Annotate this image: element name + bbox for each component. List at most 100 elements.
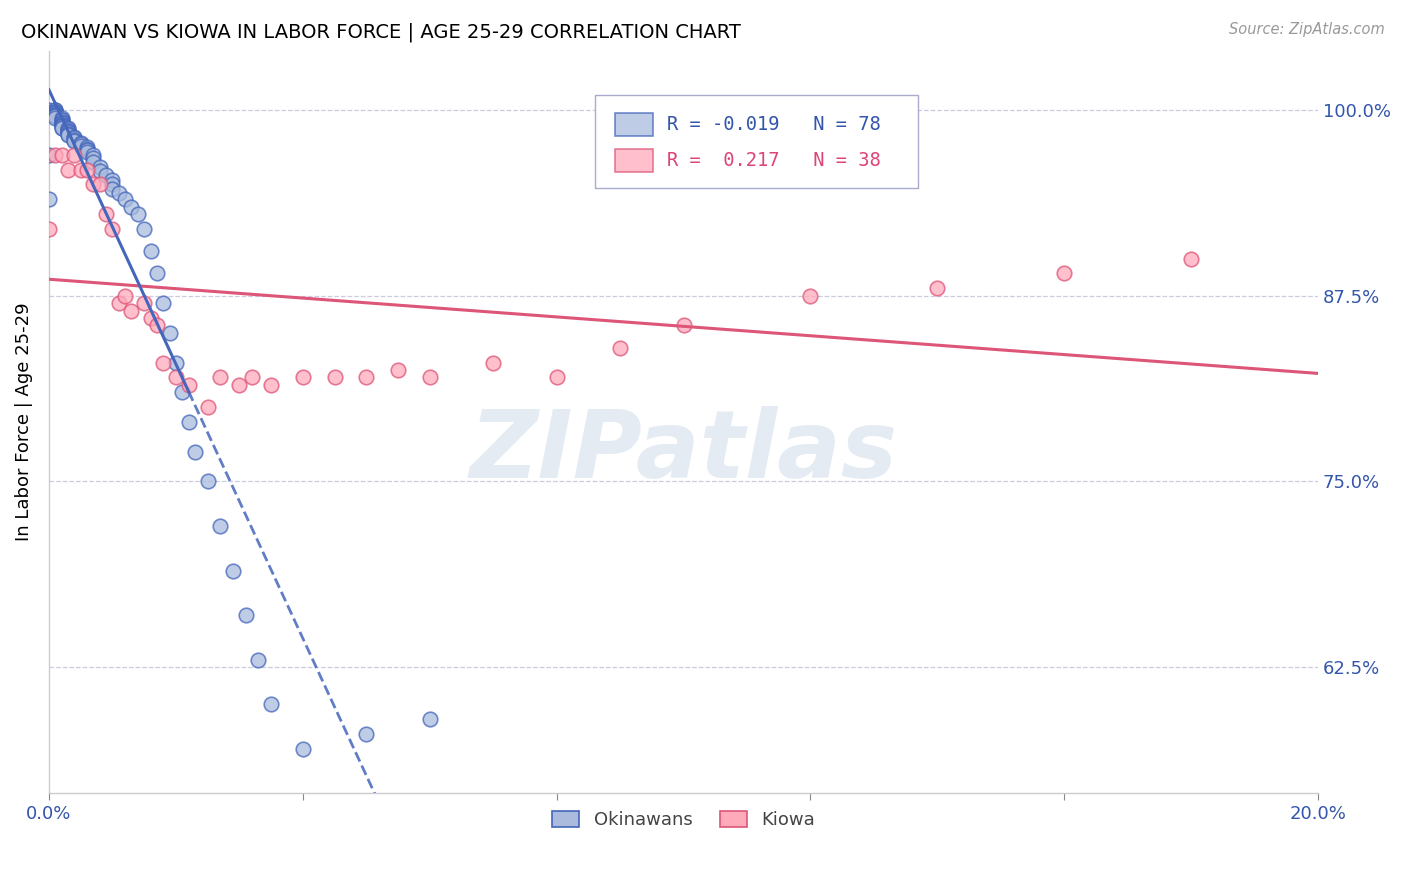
Point: [546, 370, 568, 384]
Point: [228, 377, 250, 392]
Point: [76, 162, 98, 177]
Point: [94, 207, 117, 221]
Point: [44, 103, 66, 117]
Point: [127, 207, 149, 221]
Point: [139, 311, 162, 326]
Point: [63, 129, 86, 144]
Point: [63, 147, 86, 161]
Point: [101, 222, 124, 236]
Point: [38, 103, 60, 117]
Point: [51, 116, 73, 130]
Point: [38, 222, 60, 236]
Point: [56, 124, 79, 138]
Point: [209, 519, 232, 533]
Point: [44, 103, 66, 117]
Point: [63, 134, 86, 148]
Point: [165, 356, 187, 370]
Point: [44, 104, 66, 119]
Point: [44, 107, 66, 121]
Point: [291, 741, 314, 756]
Point: [51, 147, 73, 161]
Point: [44, 111, 66, 125]
Point: [134, 222, 156, 236]
Point: [121, 200, 143, 214]
Point: [44, 106, 66, 120]
Point: [799, 289, 821, 303]
Point: [177, 377, 200, 392]
Point: [482, 356, 505, 370]
Point: [121, 303, 143, 318]
Point: [172, 385, 194, 400]
Point: [146, 318, 169, 333]
FancyBboxPatch shape: [614, 149, 654, 171]
Legend: Okinawans, Kiowa: Okinawans, Kiowa: [546, 804, 823, 837]
Text: R = -0.019   N = 78: R = -0.019 N = 78: [666, 115, 880, 134]
Point: [44, 147, 66, 161]
Point: [672, 318, 695, 333]
Point: [51, 120, 73, 134]
Point: [51, 118, 73, 132]
Point: [51, 118, 73, 132]
Point: [177, 415, 200, 429]
Y-axis label: In Labor Force | Age 25-29: In Labor Force | Age 25-29: [15, 302, 32, 541]
Point: [609, 341, 631, 355]
Point: [56, 120, 79, 135]
Point: [76, 140, 98, 154]
Point: [152, 356, 174, 370]
Point: [51, 111, 73, 125]
Point: [44, 106, 66, 120]
Point: [69, 162, 91, 177]
Point: [82, 155, 104, 169]
Point: [89, 164, 111, 178]
Text: Source: ZipAtlas.com: Source: ZipAtlas.com: [1229, 22, 1385, 37]
Point: [44, 104, 66, 119]
Point: [107, 296, 129, 310]
Point: [152, 296, 174, 310]
Point: [260, 377, 283, 392]
Point: [419, 370, 441, 384]
Point: [51, 113, 73, 128]
Point: [419, 712, 441, 726]
Point: [101, 182, 124, 196]
Point: [51, 120, 73, 135]
Point: [44, 109, 66, 123]
Point: [44, 107, 66, 121]
Point: [51, 115, 73, 129]
Point: [38, 192, 60, 206]
Point: [247, 653, 270, 667]
Text: ZIPatlas: ZIPatlas: [470, 406, 897, 498]
Point: [56, 122, 79, 136]
Point: [76, 145, 98, 159]
Point: [159, 326, 181, 340]
Point: [197, 400, 219, 414]
Point: [38, 147, 60, 161]
Point: [69, 137, 91, 152]
Point: [51, 120, 73, 135]
FancyBboxPatch shape: [614, 113, 654, 136]
Point: [51, 116, 73, 130]
Point: [323, 370, 346, 384]
Point: [197, 475, 219, 489]
Point: [44, 107, 66, 121]
Point: [82, 151, 104, 165]
Point: [184, 444, 207, 458]
Point: [240, 370, 263, 384]
Point: [69, 136, 91, 150]
Point: [56, 162, 79, 177]
Point: [51, 113, 73, 128]
Point: [1053, 267, 1076, 281]
Point: [139, 244, 162, 259]
Point: [56, 127, 79, 141]
Text: OKINAWAN VS KIOWA IN LABOR FORCE | AGE 25-29 CORRELATION CHART: OKINAWAN VS KIOWA IN LABOR FORCE | AGE 2…: [21, 22, 741, 42]
Point: [51, 120, 73, 134]
Point: [82, 178, 104, 192]
Point: [56, 127, 79, 141]
Point: [387, 363, 409, 377]
Point: [260, 697, 283, 711]
Point: [82, 147, 104, 161]
Point: [114, 289, 136, 303]
Point: [76, 142, 98, 156]
Point: [356, 370, 378, 384]
Point: [291, 370, 314, 384]
Point: [101, 178, 124, 192]
